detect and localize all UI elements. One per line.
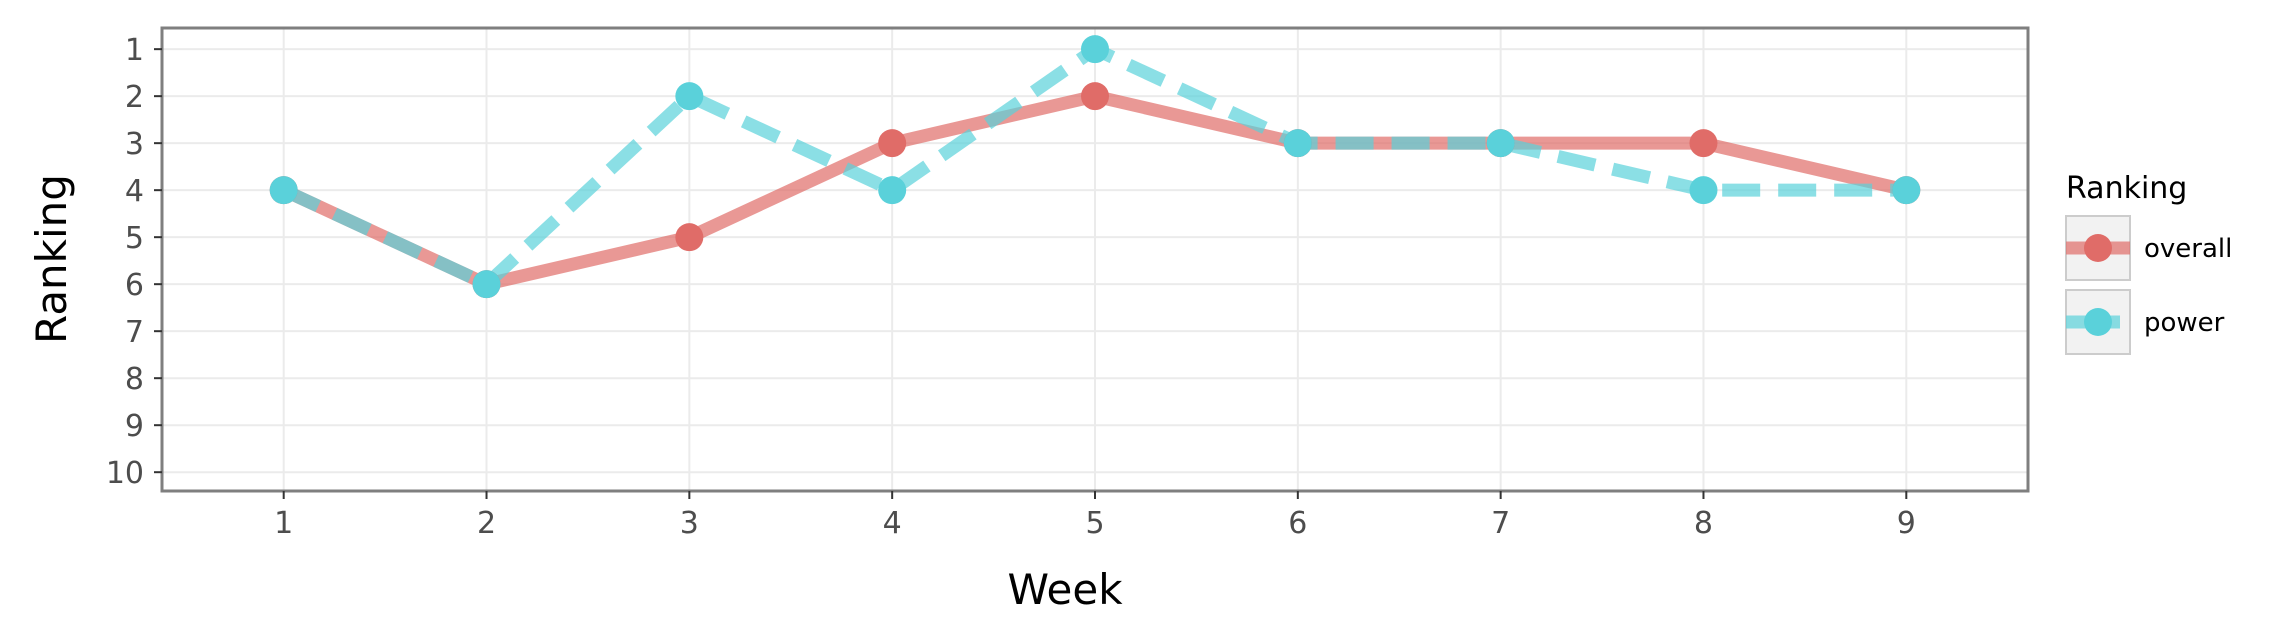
- y-axis-ticks: 1 2 3 4 5 6 7 8 9 10: [106, 33, 162, 491]
- x-tick-label: 7: [1491, 506, 1510, 541]
- data-point-power: [1486, 129, 1515, 158]
- y-tick-label: 3: [125, 127, 144, 162]
- x-tick-label: 6: [1288, 506, 1307, 541]
- x-tick-label: 4: [883, 506, 902, 541]
- data-point-overall: [1081, 82, 1109, 111]
- y-tick-label: 10: [106, 456, 144, 491]
- x-axis-ticks: 1 2 3 4 5 6 7 8 9: [274, 491, 1916, 541]
- x-tick-label: 9: [1897, 506, 1916, 541]
- x-tick-label: 1: [274, 506, 293, 541]
- data-point-power: [1081, 35, 1109, 64]
- legend-label-power: power: [2144, 308, 2225, 338]
- data-point-power: [1892, 176, 1921, 205]
- y-tick-label: 2: [125, 80, 144, 115]
- data-point-overall: [675, 223, 704, 252]
- y-axis-title: Ranking: [27, 174, 76, 344]
- data-point-power: [878, 176, 907, 205]
- y-tick-label: 4: [125, 174, 144, 209]
- x-tick-label: 5: [1085, 506, 1104, 541]
- data-point-power: [269, 176, 298, 205]
- y-tick-label: 8: [125, 362, 144, 397]
- y-tick-label: 9: [125, 409, 144, 444]
- data-point-overall: [1689, 129, 1718, 158]
- y-tick-label: 5: [125, 221, 144, 256]
- data-point-power: [1283, 129, 1312, 158]
- data-point-overall: [878, 129, 907, 158]
- data-point-power: [472, 270, 501, 299]
- x-tick-label: 8: [1694, 506, 1713, 541]
- series-points: [269, 35, 1921, 299]
- y-tick-label: 1: [125, 33, 144, 68]
- x-tick-label: 3: [680, 506, 699, 541]
- y-tick-label: 6: [125, 268, 144, 303]
- x-axis-title: Week: [1007, 565, 1123, 614]
- legend-label-overall: overall: [2144, 234, 2232, 264]
- y-tick-label: 7: [125, 315, 144, 350]
- legend: Ranking overall power: [2065, 171, 2232, 355]
- data-point-power: [1689, 176, 1718, 205]
- x-tick-label: 2: [477, 506, 496, 541]
- legend-key-point: [2084, 234, 2112, 262]
- legend-title: Ranking: [2066, 171, 2187, 206]
- legend-key-point: [2084, 308, 2112, 336]
- data-point-power: [675, 82, 704, 111]
